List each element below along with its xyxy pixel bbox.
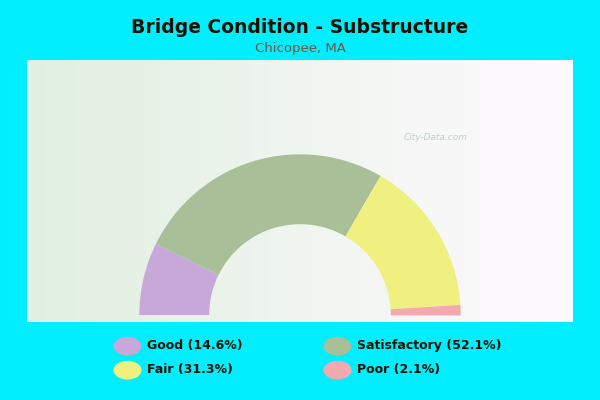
Wedge shape [139, 244, 218, 315]
Ellipse shape [113, 361, 142, 380]
Wedge shape [156, 154, 380, 275]
Text: Chicopee, MA: Chicopee, MA [254, 42, 346, 55]
Text: Good (14.6%): Good (14.6%) [147, 340, 242, 352]
Text: Poor (2.1%): Poor (2.1%) [357, 364, 440, 376]
Ellipse shape [323, 337, 352, 356]
Wedge shape [346, 176, 460, 309]
Text: City-Data.com: City-Data.com [404, 133, 467, 142]
Ellipse shape [323, 361, 352, 380]
Text: Satisfactory (52.1%): Satisfactory (52.1%) [357, 340, 502, 352]
Text: Bridge Condition - Substructure: Bridge Condition - Substructure [131, 18, 469, 37]
Ellipse shape [113, 337, 142, 356]
Wedge shape [391, 305, 461, 316]
Text: Fair (31.3%): Fair (31.3%) [147, 364, 233, 376]
